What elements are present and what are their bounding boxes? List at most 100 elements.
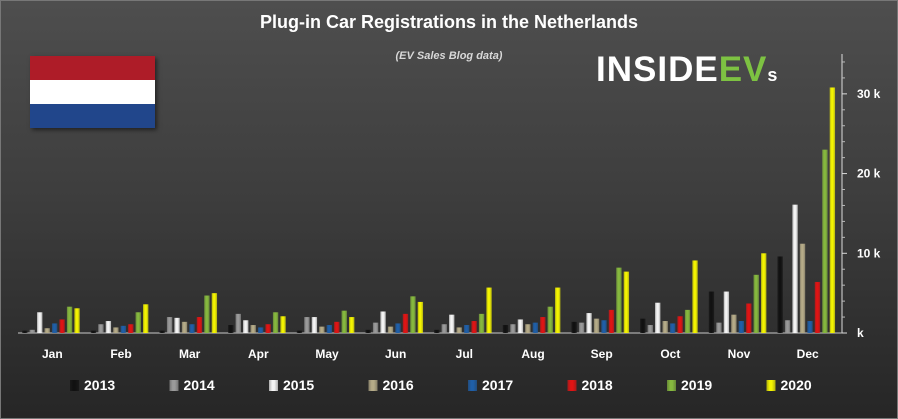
bar-2015-feb [105, 321, 112, 333]
bar-2015-nov [723, 291, 730, 333]
bar-2014-jul [441, 324, 447, 333]
bar-2017-oct [669, 323, 676, 333]
bar-2020-mar [211, 293, 218, 333]
legend-label-2019: 2019 [681, 377, 712, 393]
bar-2016-jul [456, 327, 462, 333]
logo-part-ev: EV [718, 50, 768, 89]
bar-2013-apr [228, 325, 234, 333]
bar-2015-aug [517, 319, 524, 333]
bar-2017-jan [51, 323, 58, 333]
bar-2019-dec [822, 149, 828, 333]
netherlands-flag-icon [30, 56, 155, 128]
bar-2017-jun [395, 323, 401, 333]
bar-2018-may [334, 321, 340, 333]
bar-2019-mar [204, 295, 210, 333]
bar-2018-mar [196, 317, 203, 333]
x-axis-category-label: Jan [42, 347, 63, 361]
bar-2015-jun [380, 311, 386, 333]
bar-2019-apr [272, 312, 279, 333]
legend-label-2013: 2013 [84, 377, 115, 393]
bar-2016-sep [593, 318, 600, 333]
logo-part-inside: INSIDE [596, 50, 719, 89]
x-axis-category-label: Jun [385, 347, 406, 361]
bar-2014-apr [235, 313, 241, 333]
y-axis-tick-label: 20 k [857, 167, 881, 181]
insideevs-logo: INSIDEEVs [596, 50, 778, 90]
bar-2013-aug [502, 325, 509, 333]
bar-2014-sep [578, 322, 585, 333]
bar-2014-jun [372, 322, 379, 333]
bar-2017-feb [120, 325, 126, 333]
bar-2013-jan [22, 330, 28, 333]
bar-2020-aug [555, 287, 561, 333]
legend-label-2017: 2017 [482, 377, 513, 393]
bar-2013-feb [90, 330, 97, 333]
bar-2017-apr [257, 327, 264, 333]
x-axis-category-label: Dec [797, 347, 819, 361]
bar-2020-apr [280, 316, 286, 333]
bar-2013-oct [640, 318, 646, 333]
legend-label-2015: 2015 [283, 377, 314, 393]
legend-swatch-2018 [567, 380, 577, 391]
x-axis-category-label: Nov [728, 347, 751, 361]
bar-2018-dec [814, 281, 821, 333]
bar-2017-may [326, 325, 332, 333]
x-axis-category-label: Oct [660, 347, 680, 361]
bar-2016-feb [113, 327, 119, 333]
x-axis-category-label: Jul [456, 347, 473, 361]
bar-2015-mar [174, 317, 180, 333]
chart-subtitle: (EV Sales Blog data) [395, 50, 503, 62]
legend-swatch-2017 [468, 380, 477, 391]
bar-2019-nov [753, 274, 759, 333]
legend-swatch-2020 [766, 380, 776, 391]
bar-2016-jun [387, 326, 394, 333]
bar-2019-sep [616, 267, 622, 333]
bar-2020-dec [829, 87, 836, 333]
x-axis-category-label: Sep [591, 347, 613, 361]
bar-2020-may [349, 317, 355, 333]
x-axis-category-label: Apr [248, 347, 269, 361]
legend-swatch-2016 [368, 380, 378, 391]
bar-2013-may [296, 330, 303, 333]
bar-2015-jan [37, 312, 43, 333]
bar-2016-nov [731, 314, 737, 333]
legend-label-2016: 2016 [383, 377, 414, 393]
bar-2020-sep [623, 271, 630, 333]
bar-2018-oct [677, 316, 683, 333]
bar-2019-feb [135, 312, 141, 333]
bar-2014-may [304, 317, 310, 333]
bar-2017-mar [189, 324, 195, 333]
bar-2020-jul [486, 287, 492, 333]
bar-2014-dec [784, 320, 791, 333]
bar-2020-feb [143, 304, 149, 333]
x-axis-category-label: Aug [521, 347, 544, 361]
bar-2017-sep [601, 320, 607, 333]
bar-2017-dec [807, 321, 813, 333]
bar-2015-may [311, 317, 318, 333]
bar-2018-jan [59, 319, 65, 333]
bar-2014-mar [166, 317, 173, 333]
legend-swatch-2013 [70, 380, 79, 391]
bar-2020-jan [74, 308, 80, 333]
legend-label-2020: 2020 [781, 377, 812, 393]
bar-2019-jun [410, 296, 416, 333]
bar-2014-nov [716, 322, 722, 333]
bar-2015-oct [655, 302, 661, 333]
y-axis-tick-label: k [857, 326, 864, 340]
bar-2020-oct [692, 260, 698, 333]
bar-2016-may [319, 326, 325, 333]
x-axis-category-label: May [315, 347, 339, 361]
logo-part-s: s [767, 65, 779, 85]
bar-2019-oct [684, 309, 691, 333]
bar-2019-jul [478, 313, 485, 333]
bar-2018-feb [128, 324, 134, 333]
x-axis-category-label: Feb [110, 347, 131, 361]
bar-2016-apr [250, 325, 256, 333]
legend-label-2014: 2014 [184, 377, 215, 393]
bar-2013-mar [159, 330, 165, 333]
y-axis-tick-label: 10 k [857, 246, 881, 260]
bar-2014-oct [647, 325, 653, 333]
bar-2018-apr [265, 324, 271, 333]
x-axis-category-label: Mar [179, 347, 201, 361]
